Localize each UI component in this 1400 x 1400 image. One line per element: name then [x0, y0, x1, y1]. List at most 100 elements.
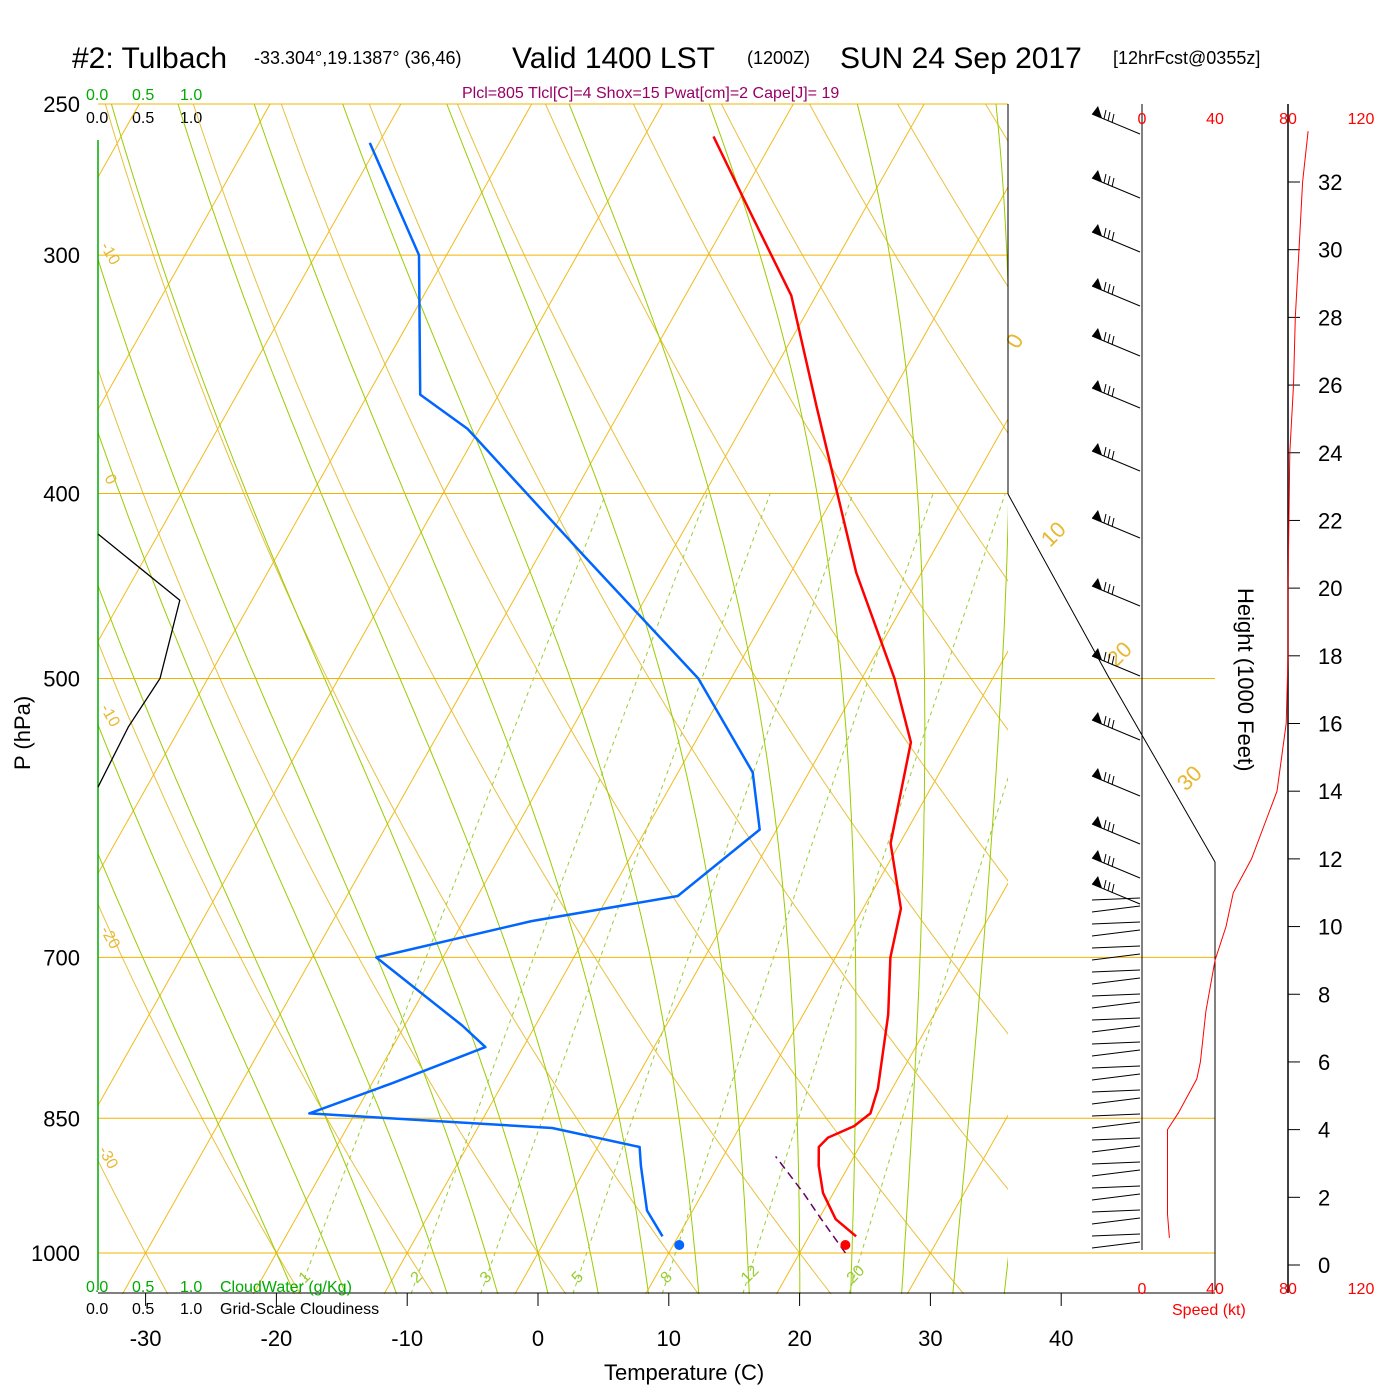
barb-flag [1092, 278, 1102, 290]
barb-shaft [1091, 387, 1141, 409]
isotherm-line [775, 882, 1008, 1294]
barb-flag [1092, 106, 1102, 118]
moist-adiabat-line [177, 104, 599, 1294]
barb-flag [1092, 224, 1102, 236]
low-level-barb [1091, 1049, 1141, 1057]
isotherm-line [252, 104, 925, 1294]
barb-flag [1092, 328, 1102, 340]
moist-adiabat-line [110, 104, 549, 1294]
barb-feather [1111, 719, 1115, 730]
barb-feather [1107, 515, 1111, 526]
speed-tick-label: 40 [1206, 1281, 1224, 1298]
cloudwater-title: CloudWater (g/Kg) [220, 1279, 352, 1296]
low-level-barb [1091, 1097, 1141, 1105]
wind-barb [1091, 768, 1141, 797]
barb-shaft [1091, 823, 1141, 845]
height-tick-label: 26 [1318, 373, 1342, 398]
height-tick-label: 24 [1318, 441, 1342, 466]
low-level-barb [1091, 905, 1141, 913]
barb-shaft [1091, 113, 1141, 135]
wind-barb [1091, 578, 1141, 607]
low-level-barb [1091, 1089, 1141, 1093]
barb-feather [1107, 821, 1111, 832]
low-level-barb [1091, 969, 1141, 973]
speed-axis-title: Speed (kt) [1172, 1302, 1246, 1319]
barb-feather [1107, 229, 1111, 240]
cw-bot-label-0: 0.0 [86, 1279, 108, 1296]
low-level-barb [1091, 1241, 1141, 1249]
isotherm-line [98, 104, 402, 643]
barb-shaft [1091, 335, 1141, 357]
isotherm-line [98, 104, 664, 1107]
moist-adiabat-line [446, 104, 750, 1294]
dry-adiabat-line [544, 104, 1008, 882]
cl-top-label-2: 1.0 [180, 110, 202, 127]
barb-feather [1103, 651, 1107, 662]
wind-barb [1091, 278, 1141, 307]
speed-tick-label: 80 [1279, 111, 1297, 128]
dry-adiabat-line [280, 104, 965, 1294]
moist-adiabat-line [98, 584, 398, 1294]
moist-adiabat-line [708, 104, 857, 1294]
pressure-tick-label: 700 [43, 945, 80, 970]
low-level-barb [1091, 1169, 1141, 1177]
moist-adiabat-line [253, 104, 649, 1294]
barb-flag [1092, 380, 1102, 392]
pressure-tick-label: 850 [43, 1106, 80, 1131]
barb-feather [1107, 111, 1111, 122]
height-tick-label: 32 [1318, 170, 1342, 195]
barb-feather [1107, 773, 1111, 784]
isotherm-label: -10 [97, 240, 123, 269]
dry-adiabat-line [809, 104, 1008, 434]
barb-feather [1111, 883, 1115, 894]
low-level-barb [1091, 1073, 1141, 1081]
wind-barb [1091, 816, 1141, 845]
barb-feather [1111, 775, 1115, 786]
barb-flag [1092, 876, 1102, 888]
barb-shaft [1091, 883, 1141, 905]
mixing-ratio-label: 8 [658, 1268, 676, 1286]
dry-adiabat-line [98, 640, 434, 1294]
barb-feather [1107, 717, 1111, 728]
wind-barbs [1091, 106, 1141, 1249]
low-level-barb [1091, 1041, 1141, 1045]
isotherm-line [383, 186, 1008, 1294]
cloudiness-scale-bottom: 0.0 0.5 1.0 Grid-Scale Cloudiness [86, 1301, 379, 1318]
height-tick-label: 6 [1318, 1050, 1330, 1075]
cl-bot-label-2: 1.0 [180, 1301, 202, 1318]
barb-feather [1103, 771, 1107, 782]
barb-shaft [1091, 857, 1141, 879]
barb-shaft [1091, 585, 1141, 607]
surface-dewpoint-dot [674, 1240, 685, 1250]
height-tick-label: 30 [1318, 238, 1342, 263]
x-axis-title: Temperature (C) [604, 1360, 764, 1385]
low-level-barb [1091, 1113, 1141, 1117]
barb-shaft [1091, 285, 1141, 307]
speed-tick-label: 40 [1206, 111, 1224, 128]
speed-tick-label: 80 [1279, 1281, 1297, 1298]
station-title: #2: Tulbach [72, 42, 227, 75]
dry-adiabat-line [368, 104, 1008, 1190]
dry-adiabat-line [456, 104, 1008, 1035]
low-level-barb [1091, 1233, 1141, 1237]
mixing-ratio-line [298, 493, 607, 1294]
dry-adiabat-line [1338, 104, 1400, 1301]
isotherm-label: -10 [97, 702, 123, 731]
low-level-barb [1091, 1209, 1141, 1213]
moist-adiabat-line [1003, 1256, 1008, 1294]
moist-adiabat-line [98, 852, 295, 1294]
height-tick-label: 14 [1318, 779, 1342, 804]
low-level-barb [1091, 1193, 1141, 1201]
low-level-barb [1091, 1025, 1141, 1033]
barb-feather [1107, 583, 1111, 594]
barb-feather [1103, 109, 1107, 120]
frame-right-diagonal [1007, 493, 1216, 1290]
low-level-barb [1091, 945, 1141, 949]
low-level-barb [1091, 1065, 1141, 1069]
pressure-tick-label: 300 [43, 243, 80, 268]
barb-feather [1103, 227, 1107, 238]
cl-top-label-1: 0.5 [132, 110, 154, 127]
barb-shaft [1091, 177, 1141, 199]
